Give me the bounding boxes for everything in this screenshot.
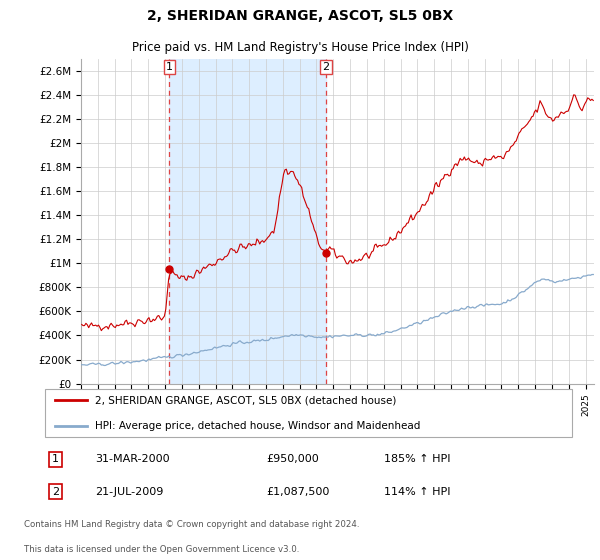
Text: 185% ↑ HPI: 185% ↑ HPI: [384, 454, 450, 464]
Text: 2, SHERIDAN GRANGE, ASCOT, SL5 0BX (detached house): 2, SHERIDAN GRANGE, ASCOT, SL5 0BX (deta…: [95, 395, 397, 405]
Text: £1,087,500: £1,087,500: [266, 487, 329, 497]
Text: Price paid vs. HM Land Registry's House Price Index (HPI): Price paid vs. HM Land Registry's House …: [131, 41, 469, 54]
Text: £950,000: £950,000: [266, 454, 319, 464]
Text: 2, SHERIDAN GRANGE, ASCOT, SL5 0BX: 2, SHERIDAN GRANGE, ASCOT, SL5 0BX: [147, 9, 453, 23]
Text: 1: 1: [166, 62, 173, 72]
Text: 1: 1: [52, 454, 59, 464]
Text: 114% ↑ HPI: 114% ↑ HPI: [384, 487, 450, 497]
Text: 2: 2: [52, 487, 59, 497]
Text: This data is licensed under the Open Government Licence v3.0.: This data is licensed under the Open Gov…: [23, 545, 299, 554]
Text: 2: 2: [322, 62, 329, 72]
Text: 21-JUL-2009: 21-JUL-2009: [95, 487, 164, 497]
Bar: [169, 59, 326, 384]
Text: 31-MAR-2000: 31-MAR-2000: [95, 454, 170, 464]
Text: HPI: Average price, detached house, Windsor and Maidenhead: HPI: Average price, detached house, Wind…: [95, 421, 421, 431]
FancyBboxPatch shape: [44, 389, 572, 437]
Text: Contains HM Land Registry data © Crown copyright and database right 2024.: Contains HM Land Registry data © Crown c…: [23, 520, 359, 529]
